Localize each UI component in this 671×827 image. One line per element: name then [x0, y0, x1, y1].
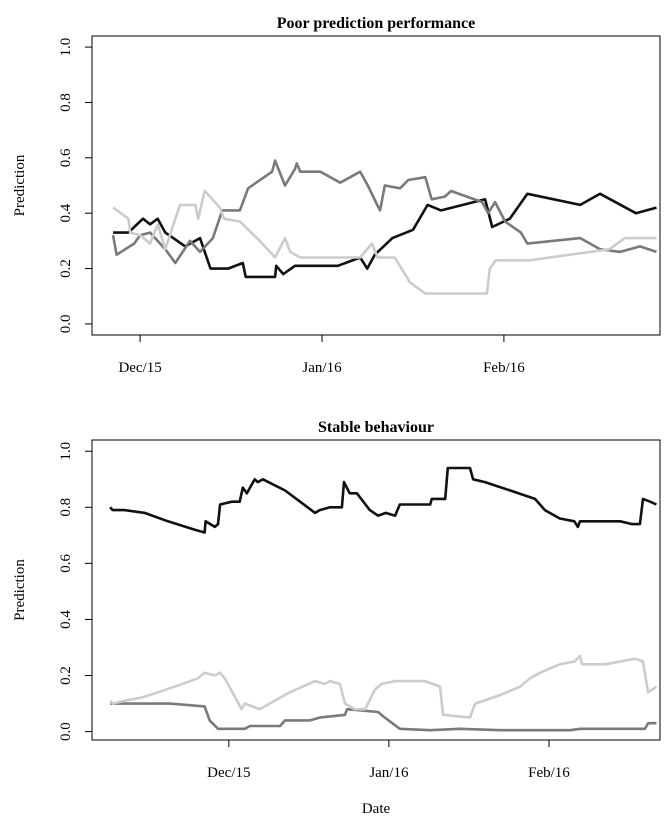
- chart-title: Poor prediction performance: [277, 15, 475, 32]
- x-axis-label: Date: [362, 801, 391, 817]
- series-line: [112, 189, 657, 295]
- x-tick-label: Dec/15: [118, 360, 161, 376]
- y-axis-label: Prediction: [12, 559, 28, 621]
- y-tick-label: 0.4: [58, 203, 74, 222]
- y-tick-label: 0.0: [58, 722, 74, 741]
- y-tick-label: 1.0: [58, 38, 74, 57]
- series-line: [111, 159, 657, 265]
- y-tick-label: 0.4: [58, 610, 74, 629]
- y-tick-label: 0.2: [58, 666, 74, 685]
- chart-title: Stable behaviour: [318, 419, 434, 436]
- series-line: [109, 466, 657, 534]
- series-line: [110, 702, 657, 732]
- x-tick-label: Jan/16: [302, 360, 342, 376]
- y-tick-label: 0.8: [58, 498, 74, 517]
- x-tick-label: Feb/16: [528, 765, 570, 781]
- y-axis-label: Prediction: [12, 154, 28, 216]
- x-tick-label: Dec/15: [207, 765, 250, 781]
- plot-frame: [91, 35, 661, 336]
- y-tick-label: 0.6: [58, 148, 74, 167]
- y-tick-label: 0.8: [58, 93, 74, 112]
- y-tick-label: 0.6: [58, 553, 74, 572]
- y-tick-label: 0.2: [58, 259, 74, 278]
- y-tick-label: 1.0: [58, 442, 74, 461]
- plot-frame: [91, 439, 661, 741]
- series-line: [109, 654, 658, 719]
- y-tick-label: 0.0: [58, 315, 74, 334]
- x-tick-label: Feb/16: [483, 360, 525, 376]
- x-tick-label: Jan/16: [369, 765, 409, 781]
